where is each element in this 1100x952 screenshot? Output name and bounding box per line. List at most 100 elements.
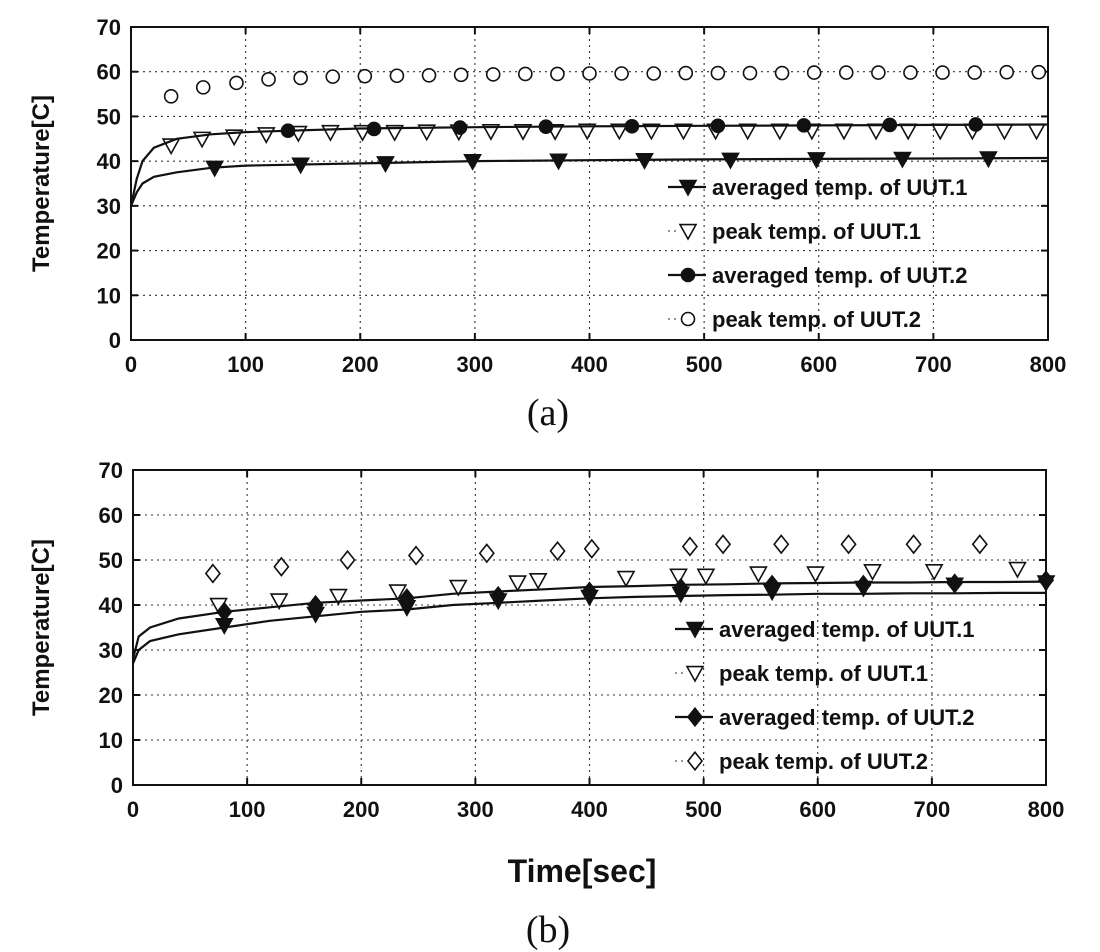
data-point	[710, 65, 726, 81]
data-point	[398, 588, 415, 609]
data-point	[721, 152, 740, 170]
data-point	[261, 72, 276, 87]
data-point	[339, 549, 356, 571]
data-point	[903, 65, 918, 80]
x-tick-label: 200	[343, 797, 380, 822]
data-point	[269, 593, 289, 611]
legend-marker	[686, 706, 704, 728]
legend-marker	[685, 665, 705, 683]
x-tick-label: 800	[1030, 352, 1067, 377]
data-point	[550, 66, 565, 82]
data-point	[329, 588, 348, 606]
data-point	[216, 601, 233, 622]
legend-label: peak temp. of UUT.2	[719, 749, 928, 774]
data-point	[764, 574, 781, 595]
data-point	[696, 568, 716, 586]
data-point	[935, 65, 950, 80]
legend-label: averaged temp. of UUT.2	[719, 705, 975, 730]
y-tick-label: 20	[99, 683, 123, 708]
data-point	[280, 123, 296, 139]
y-tick-label: 30	[99, 638, 123, 663]
data-point	[291, 157, 311, 175]
series-peak-temp-of-uut-2	[204, 534, 988, 584]
data-point	[229, 75, 244, 91]
legend-entry: peak temp. of UUT.2	[668, 307, 921, 332]
y-tick-label: 0	[109, 328, 121, 353]
data-point	[672, 577, 689, 598]
data-point	[518, 66, 533, 82]
data-point	[669, 568, 688, 586]
y-tick-label: 0	[111, 773, 123, 798]
data-point	[774, 65, 790, 81]
data-point	[407, 545, 425, 566]
data-point	[614, 66, 629, 81]
data-point	[738, 123, 758, 141]
data-point	[924, 564, 944, 581]
panel-a-caption: (a)	[527, 392, 569, 434]
legend-entry: peak temp. of UUT.1	[675, 661, 928, 686]
data-point	[635, 153, 654, 170]
y-tick-label: 70	[97, 15, 121, 40]
data-point	[273, 556, 290, 577]
data-point	[681, 536, 698, 557]
x-tick-label: 600	[799, 797, 836, 822]
data-point	[642, 123, 661, 141]
legend-label: peak temp. of UUT.1	[712, 219, 921, 244]
legend-marker	[678, 179, 698, 197]
data-point	[616, 570, 636, 588]
legend-marker	[680, 267, 696, 283]
data-point	[609, 123, 629, 141]
data-point	[773, 534, 790, 555]
legend-entry: averaged temp. of UUT.2	[675, 705, 975, 730]
data-point	[293, 70, 308, 86]
data-point	[448, 579, 468, 597]
data-point	[979, 151, 998, 169]
data-point	[453, 67, 469, 83]
x-tick-label: 100	[227, 352, 264, 377]
data-point	[485, 67, 501, 82]
x-tick-label: 800	[1028, 797, 1065, 822]
x-tick-label: 400	[571, 797, 608, 822]
y-tick-label: 40	[99, 593, 123, 618]
y-tick-label: 10	[99, 728, 123, 753]
data-point	[678, 65, 694, 81]
series-averaged-temp-of-uut-1	[129, 151, 1049, 207]
panel-b-caption: (b)	[526, 909, 570, 951]
legend-marker	[685, 621, 705, 639]
data-point	[968, 117, 984, 132]
series-line	[131, 580, 1047, 660]
data-point	[1008, 561, 1027, 579]
data-point	[376, 156, 395, 174]
legend-entry: averaged temp. of UUT.1	[668, 175, 968, 200]
data-point	[796, 118, 812, 133]
data-point	[163, 89, 179, 104]
data-point	[840, 534, 857, 555]
legend: averaged temp. of UUT.1 peak temp. of UUT…	[668, 175, 968, 332]
data-point	[478, 543, 495, 564]
series-averaged-temp-of-uut-2	[129, 117, 1049, 207]
legend-entry: peak temp. of UUT.2	[675, 749, 928, 774]
legend: averaged temp. of UUT.1 peak temp. of UUT…	[675, 617, 975, 774]
data-point	[490, 585, 507, 607]
data-point	[971, 534, 988, 555]
series-line	[131, 591, 1046, 664]
data-point	[452, 120, 468, 135]
data-point	[549, 153, 568, 171]
data-point	[946, 573, 963, 594]
y-tick-label: 40	[97, 149, 121, 174]
data-point	[388, 584, 408, 602]
series-averaged-temp-of-uut-2	[131, 570, 1055, 660]
x-tick-label: 500	[685, 797, 722, 822]
data-point	[577, 123, 597, 141]
data-point	[513, 123, 533, 141]
data-point	[624, 118, 640, 134]
y-axis-title: Temperature[C]	[28, 95, 55, 272]
legend-marker	[680, 311, 696, 327]
data-point	[357, 68, 373, 84]
data-point	[807, 152, 826, 170]
legend-label: averaged temp. of UUT.1	[719, 617, 975, 642]
data-point	[1031, 64, 1047, 80]
legend-marker	[686, 750, 704, 772]
